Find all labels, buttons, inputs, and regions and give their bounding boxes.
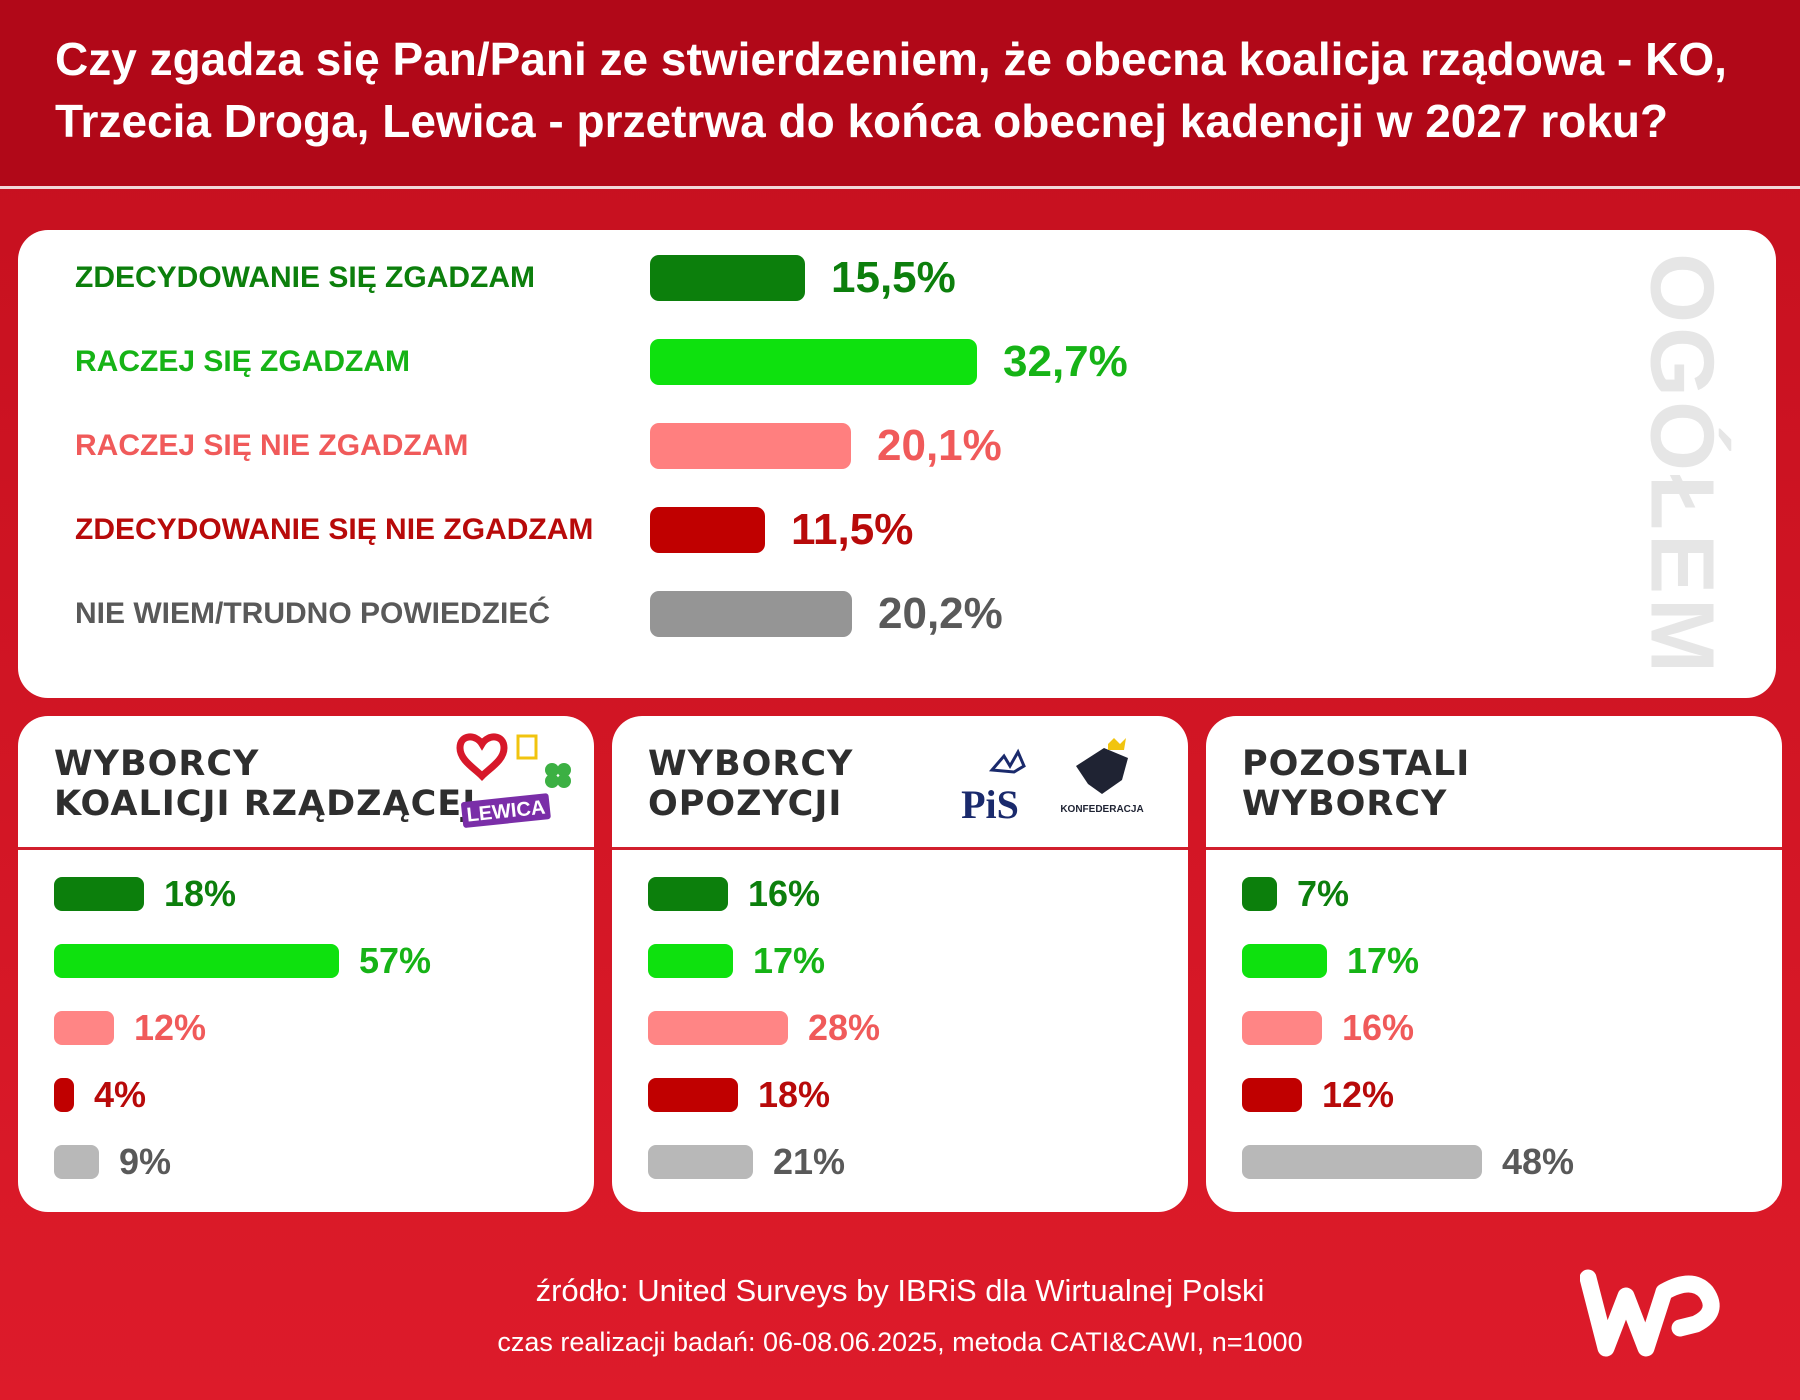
others-value-label: 12% [1322, 1074, 1395, 1115]
overall-bar [650, 423, 851, 469]
overall-category-label: RACZEJ SIĘ NIE ZGADZAM [75, 429, 469, 462]
others-bar [1242, 1011, 1322, 1045]
coalition-bar [54, 877, 144, 911]
other-voters-card: POZOSTALI WYBORCY 7% 17% 16% 12% 48% [1206, 716, 1782, 1212]
overall-side-label-text: OGÓŁEM [1631, 253, 1732, 677]
opposition-voters-title: WYBORCY OPOZYCJI [648, 744, 853, 824]
others-value-label: 16% [1342, 1007, 1415, 1048]
others-bar [1242, 944, 1327, 978]
overall-bar [650, 339, 977, 385]
others-value-label: 7% [1297, 873, 1350, 914]
overall-category-label: NIE WIEM/TRUDNO POWIEDZIEĆ [75, 597, 550, 630]
coalition-title-line-2: KOALICJI RZĄDZĄCEJ [54, 784, 477, 824]
coalition-value-label: 12% [134, 1007, 207, 1048]
coalition-value-label: 9% [119, 1141, 172, 1182]
coalition-value-label: 18% [164, 873, 237, 914]
overall-category-label: ZDECYDOWANIE SIĘ ZGADZAM [75, 261, 536, 294]
others-divider [1206, 847, 1782, 850]
others-title-line-2: WYBORCY [1242, 784, 1448, 824]
header-banner: Czy zgadza się Pan/Pani ze stwierdzeniem… [0, 0, 1800, 189]
others-value-label: 48% [1502, 1141, 1575, 1182]
opposition-divider [612, 847, 1188, 850]
overall-category-label: ZDECYDOWANIE SIĘ NIE ZGADZAM [75, 513, 594, 546]
others-value-label: 17% [1347, 940, 1420, 981]
coalition-voters-card: WYBORCY KOALICJI RZĄDZĄCEJ LEWICA 18% 57%… [18, 716, 594, 1212]
overall-bar [650, 507, 765, 553]
overall-value-label: 20,1% [877, 421, 1002, 470]
opposition-bar [648, 1011, 788, 1045]
trzecia-droga-icon [516, 734, 538, 760]
others-bar [1242, 1078, 1302, 1112]
coalition-party-logos: LEWICA [456, 733, 571, 828]
overall-value-label: 15,5% [831, 253, 956, 302]
coalition-bar [54, 1078, 74, 1112]
page-title: Czy zgadza się Pan/Pani ze stwierdzeniem… [55, 33, 1727, 147]
overall-value-label: 32,7% [1003, 337, 1128, 386]
clover-icon [545, 763, 571, 788]
others-title-line-1: POZOSTALI [1242, 744, 1471, 784]
overall-bar [650, 591, 852, 637]
opposition-title-line-1: WYBORCY [648, 744, 854, 784]
konfederacja-eagle-icon [1076, 748, 1128, 794]
coalition-bar [54, 1011, 114, 1045]
coalition-value-label: 57% [359, 940, 432, 981]
opposition-party-logos: PiS KONFEDERACJA [961, 738, 1144, 827]
others-bar [1242, 877, 1277, 911]
opposition-value-label: 21% [773, 1141, 846, 1182]
survey-details-line: czas realizacji badań: 06-08.06.2025, me… [497, 1327, 1303, 1357]
others-bar [1242, 1145, 1482, 1179]
overall-value-label: 20,2% [878, 589, 1003, 638]
opposition-title-line-2: OPOZYCJI [648, 784, 843, 824]
opposition-bar [648, 1078, 738, 1112]
wp-logo-icon [1580, 1269, 1720, 1357]
heart-icon [456, 733, 508, 781]
coalition-bar [54, 944, 339, 978]
opposition-bar [648, 944, 733, 978]
opposition-value-label: 18% [758, 1074, 831, 1115]
overall-category-label: RACZEJ SIĘ ZGADZAM [75, 345, 411, 378]
opposition-voters-card: WYBORCY OPOZYCJI PiS KONFEDERACJA 16% 17%… [612, 716, 1188, 1212]
crown-icon [1108, 738, 1126, 750]
overall-bar [650, 255, 805, 301]
opposition-value-label: 17% [753, 940, 826, 981]
coalition-value-label: 4% [94, 1074, 147, 1115]
coalition-title-line-1: WYBORCY [54, 744, 260, 784]
overall-results-card: ZDECYDOWANIE SIĘ ZGADZAM 15,5% RACZEJ SIĘ … [18, 230, 1776, 698]
overall-side-label: OGÓŁEM [1632, 253, 1732, 677]
opposition-value-label: 28% [808, 1007, 881, 1048]
coalition-voters-title: WYBORCY KOALICJI RZĄDZĄCEJ [54, 744, 476, 824]
overall-value-label: 11,5% [791, 505, 914, 554]
other-voters-title: POZOSTALI WYBORCY [1242, 744, 1470, 824]
coalition-bar [54, 1145, 99, 1179]
source-line: źródło: United Surveys by IBRiS dla Wirt… [535, 1273, 1265, 1308]
konfederacja-logo-text: KONFEDERACJA [1060, 804, 1143, 815]
pis-eagle-icon [988, 748, 1026, 774]
opposition-value-label: 16% [748, 873, 821, 914]
pis-logo-text: PiS [961, 782, 1019, 827]
opposition-bar [648, 1145, 753, 1179]
coalition-divider [18, 847, 594, 850]
opposition-bar [648, 877, 728, 911]
